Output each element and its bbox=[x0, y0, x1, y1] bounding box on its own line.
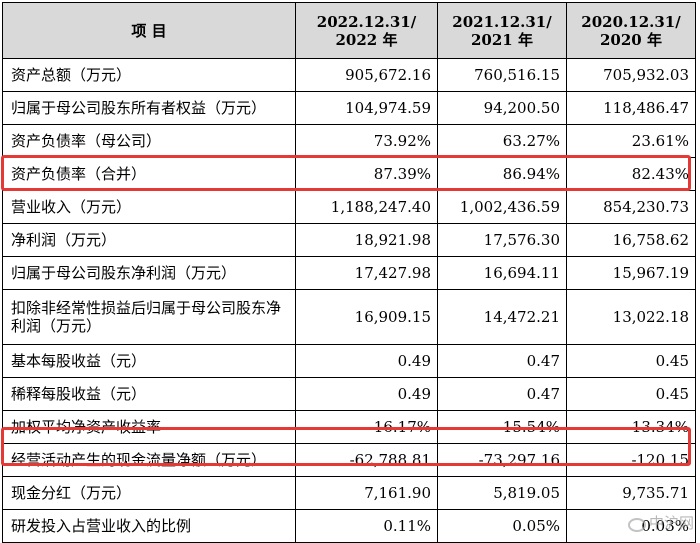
table-row: 净利润（万元） 18,921.98 17,576.30 16,758.62 bbox=[2, 223, 696, 257]
header-2022-line1: 2022.12.31/ bbox=[316, 12, 417, 31]
cell-2021: 0.47 bbox=[437, 377, 567, 411]
cell-2021: 0.05% bbox=[437, 509, 567, 543]
cell-2020: 118,486.47 bbox=[566, 91, 696, 125]
row-label: 资产总额（万元） bbox=[2, 58, 296, 92]
table-header-row: 项 目 2022.12.31/2022 年 2021.12.31/2021 年 … bbox=[2, 2, 696, 59]
row-label: 资产负债率（母公司） bbox=[2, 124, 296, 158]
weibo-icon bbox=[627, 516, 646, 532]
header-2020: 2020.12.31/2020 年 bbox=[566, 2, 696, 59]
row-label: 扣除非经常性损益后归属于母公司股东净利润（万元） bbox=[2, 289, 296, 345]
cell-2020: 13.34% bbox=[566, 410, 696, 444]
cell-2021: -73,297.16 bbox=[437, 443, 567, 477]
cell-2021: 63.27% bbox=[437, 124, 567, 158]
cell-2021: 16,694.11 bbox=[437, 256, 567, 290]
cell-2021: 1,002,436.59 bbox=[437, 190, 567, 224]
cell-2020: 0.45 bbox=[566, 377, 696, 411]
row-label: 经营活动产生的现金流量净额（万元） bbox=[2, 443, 296, 477]
table-row: 扣除非经常性损益后归属于母公司股东净利润（万元） 16,909.15 14,472.… bbox=[2, 289, 696, 345]
row-label: 现金分红（万元） bbox=[2, 476, 296, 510]
cell-2021: 14,472.21 bbox=[437, 289, 567, 345]
cell-2021: 760,516.15 bbox=[437, 58, 567, 92]
row-label: 归属于母公司股东所有者权益（万元） bbox=[2, 91, 296, 125]
cell-2022: 87.39% bbox=[295, 157, 438, 191]
table-row: 资产总额（万元） 905,672.16 760,516.15 705,932.03 bbox=[2, 58, 696, 92]
cell-2022: -62,788.81 bbox=[295, 443, 438, 477]
table-row: 基本每股收益（元） 0.49 0.47 0.45 bbox=[2, 344, 696, 378]
row-label: 稀释每股收益（元） bbox=[2, 377, 296, 411]
cell-2021: 0.47 bbox=[437, 344, 567, 378]
cell-2022: 16.17% bbox=[295, 410, 438, 444]
row-label: 资产负债率（合并） bbox=[2, 157, 296, 191]
cell-2022: 17,427.98 bbox=[295, 256, 438, 290]
cell-2021: 17,576.30 bbox=[437, 223, 567, 257]
cell-2020: 15,967.19 bbox=[566, 256, 696, 290]
header-2020-line2: 2020 年 bbox=[600, 30, 662, 49]
table-row: 归属于母公司股东所有者权益（万元） 104,974.59 94,200.50 118,… bbox=[2, 91, 696, 125]
row-label: 营业收入（万元） bbox=[2, 190, 296, 224]
table-row: 稀释每股收益（元） 0.49 0.47 0.45 bbox=[2, 377, 696, 411]
row-label: 研发投入占营业收入的比例 bbox=[2, 509, 296, 543]
cell-2022: 16,909.15 bbox=[295, 289, 438, 345]
row-label: 基本每股收益（元） bbox=[2, 344, 296, 378]
cell-2020: -120.15 bbox=[566, 443, 696, 477]
watermark: 中沪网 bbox=[627, 512, 694, 533]
header-2021-line2: 2021 年 bbox=[471, 30, 533, 49]
table-row: 加权平均净资产收益率 16.17% 15.54% 13.34% bbox=[2, 410, 696, 444]
row-label: 归属于母公司股东净利润（万元） bbox=[2, 256, 296, 290]
cell-2022: 73.92% bbox=[295, 124, 438, 158]
cell-2022: 18,921.98 bbox=[295, 223, 438, 257]
table-row: 研发投入占营业收入的比例 0.11% 0.05% 0.03% bbox=[2, 509, 696, 543]
cell-2020: 854,230.73 bbox=[566, 190, 696, 224]
cell-2022: 0.49 bbox=[295, 377, 438, 411]
header-2021-line1: 2021.12.31/ bbox=[452, 12, 552, 31]
cell-2021: 15.54% bbox=[437, 410, 567, 444]
cell-2022: 7,161.90 bbox=[295, 476, 438, 510]
cell-2020: 23.61% bbox=[566, 124, 696, 158]
table-row: 现金分红（万元） 7,161.90 5,819.05 9,735.71 bbox=[2, 476, 696, 510]
cell-2022: 905,672.16 bbox=[295, 58, 438, 92]
header-2022: 2022.12.31/2022 年 bbox=[295, 2, 438, 59]
table-row: 营业收入（万元） 1,188,247.40 1,002,436.59 854,230.… bbox=[2, 190, 696, 224]
table-row: 归属于母公司股东净利润（万元） 17,427.98 16,694.11 15,967.… bbox=[2, 256, 696, 290]
cell-2021: 94,200.50 bbox=[437, 91, 567, 125]
cell-2020: 82.43% bbox=[566, 157, 696, 191]
table-row: 资产负债率（母公司） 73.92% 63.27% 23.61% bbox=[2, 124, 696, 158]
cell-2020: 13,022.18 bbox=[566, 289, 696, 345]
cell-2020: 9,735.71 bbox=[566, 476, 696, 510]
header-2020-line1: 2020.12.31/ bbox=[581, 12, 681, 31]
cell-2021: 86.94% bbox=[437, 157, 567, 191]
cell-2022: 0.49 bbox=[295, 344, 438, 378]
cell-2022: 0.11% bbox=[295, 509, 438, 543]
cell-2022: 104,974.59 bbox=[295, 91, 438, 125]
header-2022-line2: 2022 年 bbox=[335, 30, 398, 49]
header-item: 项 目 bbox=[2, 2, 296, 59]
cell-2020: 16,758.62 bbox=[566, 223, 696, 257]
cell-2022: 1,188,247.40 bbox=[295, 190, 438, 224]
row-label: 加权平均净资产收益率 bbox=[2, 410, 296, 444]
cell-2021: 5,819.05 bbox=[437, 476, 567, 510]
cell-2020: 0.45 bbox=[566, 344, 696, 378]
table-row-highlighted: 资产负债率（合并） 87.39% 86.94% 82.43% bbox=[2, 157, 696, 191]
watermark-text: 中沪网 bbox=[648, 514, 694, 532]
row-label: 净利润（万元） bbox=[2, 223, 296, 257]
table-row-highlighted: 经营活动产生的现金流量净额（万元） -62,788.81 -73,297.16 -12… bbox=[2, 443, 696, 477]
cell-2020: 705,932.03 bbox=[566, 58, 696, 92]
header-item-label: 项 目 bbox=[131, 21, 167, 40]
header-2021: 2021.12.31/2021 年 bbox=[437, 2, 567, 59]
